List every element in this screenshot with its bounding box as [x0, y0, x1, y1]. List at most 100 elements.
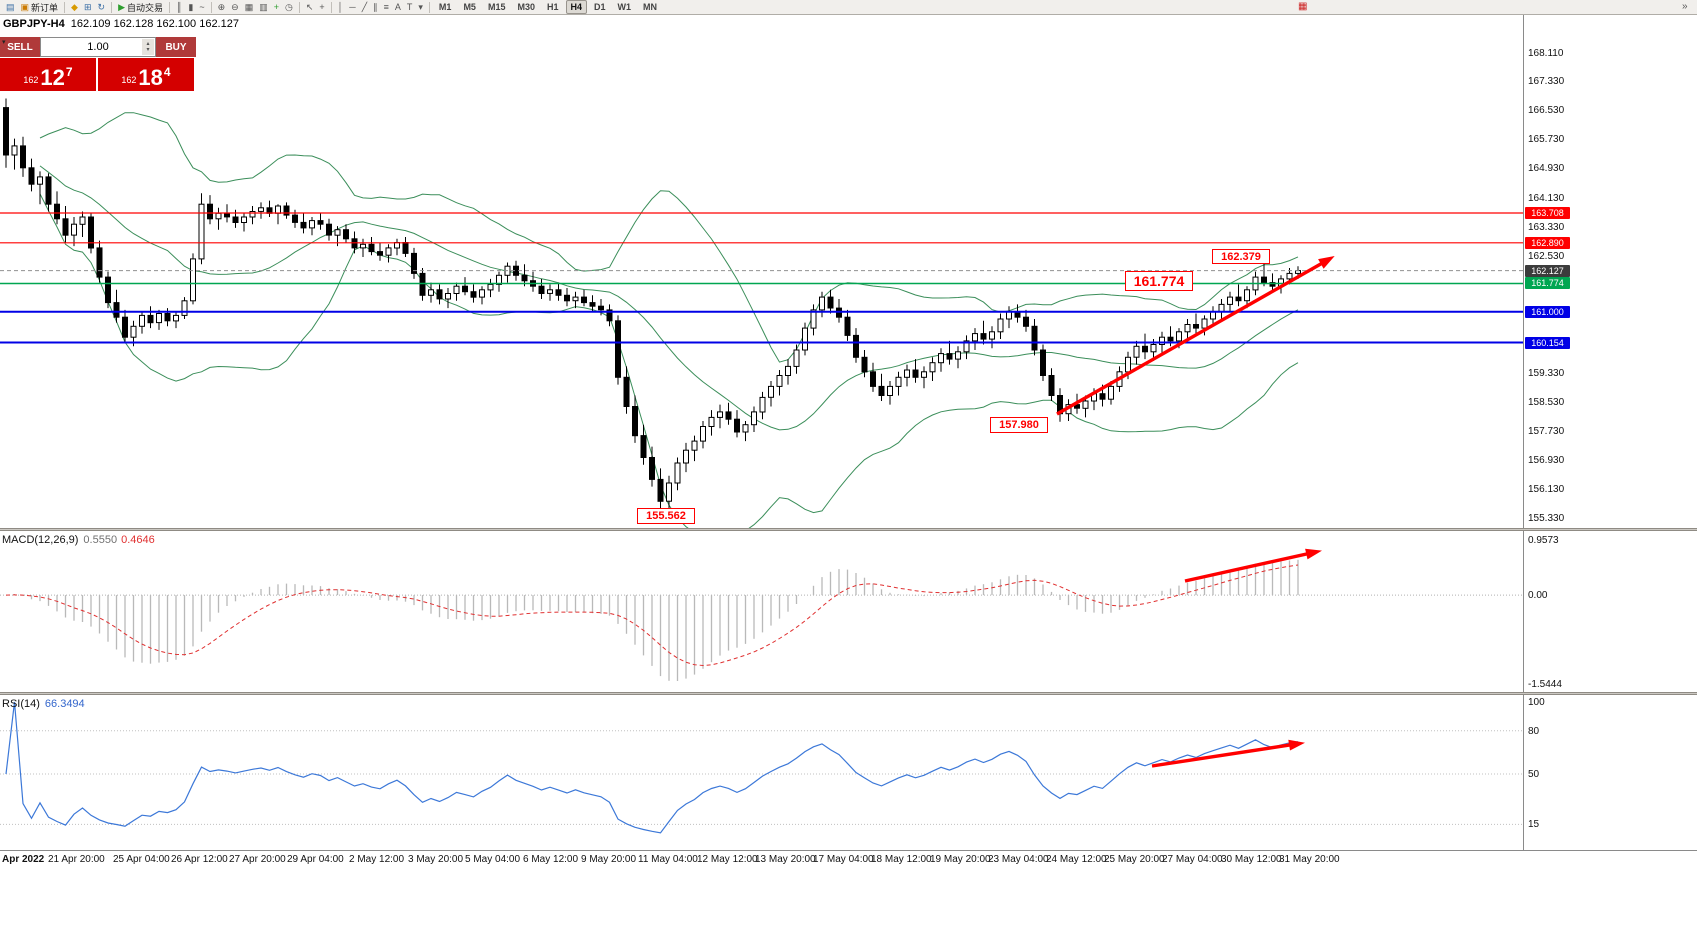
price-level-label: 161.774	[1525, 277, 1570, 289]
lot-up-icon[interactable]: ▴	[146, 41, 150, 47]
vertical-line-icon[interactable]: │	[335, 1, 347, 14]
time-label: 31 May 20:00	[1279, 854, 1340, 865]
timeframe-m15[interactable]: M15	[487, 2, 506, 12]
lot-spinner[interactable]: ▴ ▾	[142, 39, 154, 55]
lot-size-field[interactable]: 1.00 ▴ ▾	[40, 37, 156, 57]
fibonacci-icon: ≡	[383, 1, 389, 12]
profiles-icon[interactable]: ◆	[68, 1, 81, 14]
price-annotation[interactable]: 161.774	[1125, 271, 1193, 291]
zoom-in-icon[interactable]: ⊕	[215, 1, 229, 14]
text-label-icon[interactable]: T	[404, 1, 416, 14]
zoom-out-icon[interactable]: ⊖	[228, 1, 242, 14]
new-chart-icon[interactable]: ▤	[3, 1, 18, 14]
toolbar-separator	[298, 1, 300, 13]
timeframe-h1[interactable]: H1	[546, 2, 559, 12]
rsi-name: RSI(14)	[2, 698, 40, 710]
pane-splitter[interactable]	[0, 692, 1697, 695]
cursor-icon[interactable]: ↖	[303, 1, 317, 14]
window-layout-icon[interactable]: ⊞	[81, 1, 95, 14]
price-annotation[interactable]: 157.980	[990, 417, 1048, 433]
toolbar-separator	[330, 1, 332, 13]
new-order-icon: ▣	[20, 1, 30, 12]
toolbar: ▤ ▣ 新订单 ◆ ⊞ ↻ ▶ 自动交易 ║ ▮ ~ ⊕ ⊖ ▦ ▥ + ◷ ↖ + │ ─ ╱ ∥ ≡ A T ▾ M1 M5 M15 M…	[0, 0, 1697, 15]
line-chart-icon[interactable]: ~	[196, 1, 207, 14]
macd-canvas[interactable]	[0, 531, 1523, 692]
rsi-canvas[interactable]	[0, 695, 1523, 850]
sell-button[interactable]: SELL	[0, 37, 40, 57]
new-order-button-label: 新订单	[31, 2, 59, 13]
price-level-label: 163.708	[1525, 207, 1570, 219]
main-chart-canvas[interactable]	[0, 14, 1523, 528]
window-layout-icon: ⊞	[83, 1, 92, 12]
period-clock-icon[interactable]: ◷	[282, 1, 296, 14]
toolbar-misc-icon[interactable]: ▦	[1298, 1, 1308, 12]
time-axis[interactable]: Apr 2022 21 Apr 20:00 25 Apr 04:00 26 Apr 1…	[0, 850, 1697, 868]
macd-axis-label: -1.5444	[1528, 679, 1562, 690]
timeframe-m30[interactable]: M30	[517, 2, 535, 12]
grid-icon: ▦	[244, 1, 254, 12]
sell-price-display[interactable]: 162 12 7	[0, 58, 96, 91]
time-label: 29 Apr 04:00	[287, 854, 344, 865]
price-tick: 162.530	[1528, 251, 1565, 262]
time-label: 26 Apr 12:00	[171, 854, 228, 865]
horizontal-line-icon[interactable]: ─	[346, 1, 358, 14]
one-click-trading-panel: ▾ SELL 1.00 ▴ ▾ BUY 162 12 7 162 18 4	[0, 37, 196, 91]
pane-splitter[interactable]	[0, 528, 1697, 531]
price-tick: 156.130	[1528, 484, 1565, 495]
refresh-icon[interactable]: ↻	[95, 1, 109, 14]
buy-price-sup: 4	[163, 65, 171, 79]
new-order-button[interactable]: ▣ 新订单	[18, 1, 62, 14]
price-tick: 159.330	[1528, 368, 1565, 379]
candlestick-chart-icon[interactable]: ▮	[185, 1, 196, 14]
one-click-collapse-icon[interactable]: ▾	[2, 39, 6, 46]
add-indicator-icon[interactable]: +	[271, 1, 282, 14]
timeframe-m1[interactable]: M1	[438, 2, 452, 12]
toolbar-separator	[428, 1, 430, 13]
macd-signal-value: 0.4646	[121, 534, 155, 546]
price-annotation[interactable]: 155.562	[637, 508, 695, 524]
main-chart-pane[interactable]	[0, 14, 1523, 528]
channel-icon[interactable]: ∥	[370, 1, 381, 14]
price-axis[interactable]: 168.110 167.330 166.530 165.730 164.930 164.1…	[1523, 14, 1570, 850]
chart-info-line: GBPJPY-H4 162.109 162.128 162.100 162.127	[3, 18, 239, 30]
rsi-line	[5, 701, 1299, 834]
time-label: 17 May 04:00	[813, 854, 874, 865]
add-indicator-icon: +	[273, 1, 279, 12]
timeframe-w1[interactable]: W1	[617, 2, 632, 12]
buy-price-prefix: 162	[121, 75, 137, 85]
bar-chart-icon[interactable]: ║	[173, 1, 185, 14]
toolbar-separator	[169, 1, 170, 13]
time-label: 12 May 12:00	[697, 854, 758, 865]
vertical-line-icon: │	[337, 1, 344, 12]
time-label: 21 Apr 20:00	[48, 854, 105, 865]
tile-windows-icon: ▥	[259, 1, 268, 12]
text-icon[interactable]: A	[392, 1, 404, 14]
macd-pane[interactable]	[0, 531, 1523, 692]
price-level-label: 160.154	[1525, 337, 1570, 349]
crosshair-icon[interactable]: +	[316, 1, 327, 14]
time-label: 24 May 12:00	[1046, 854, 1107, 865]
tile-windows-icon[interactable]: ▥	[256, 1, 271, 14]
timeframe-m5[interactable]: M5	[463, 2, 476, 12]
auto-trading-button[interactable]: ▶ 自动交易	[115, 1, 166, 14]
fibonacci-icon[interactable]: ≡	[381, 1, 392, 14]
buy-price-display[interactable]: 162 18 4	[98, 58, 194, 91]
timeframe-mn[interactable]: MN	[643, 2, 658, 12]
trendline-icon[interactable]: ╱	[359, 1, 370, 14]
timeframe-h4[interactable]: H4	[565, 0, 588, 14]
price-tick: 165.730	[1528, 134, 1565, 145]
time-label: Apr 2022	[2, 854, 45, 865]
buy-button[interactable]: BUY	[156, 37, 196, 57]
timeframe-d1[interactable]: D1	[594, 2, 606, 12]
lot-down-icon[interactable]: ▾	[146, 47, 150, 53]
rsi-pane[interactable]	[0, 695, 1523, 850]
shapes-dropdown-icon[interactable]: ▾	[415, 1, 426, 14]
price-tick: 158.530	[1528, 397, 1565, 408]
rsi-axis-label: 80	[1528, 726, 1540, 737]
grid-icon[interactable]: ▦	[242, 1, 257, 14]
time-label: 6 May 12:00	[523, 854, 579, 865]
price-annotation[interactable]: 162.379	[1212, 249, 1270, 264]
lot-size-value: 1.00	[87, 41, 109, 53]
candlestick-chart-icon: ▮	[188, 1, 194, 12]
toolbar-overflow-icon[interactable]: »	[1682, 1, 1688, 12]
